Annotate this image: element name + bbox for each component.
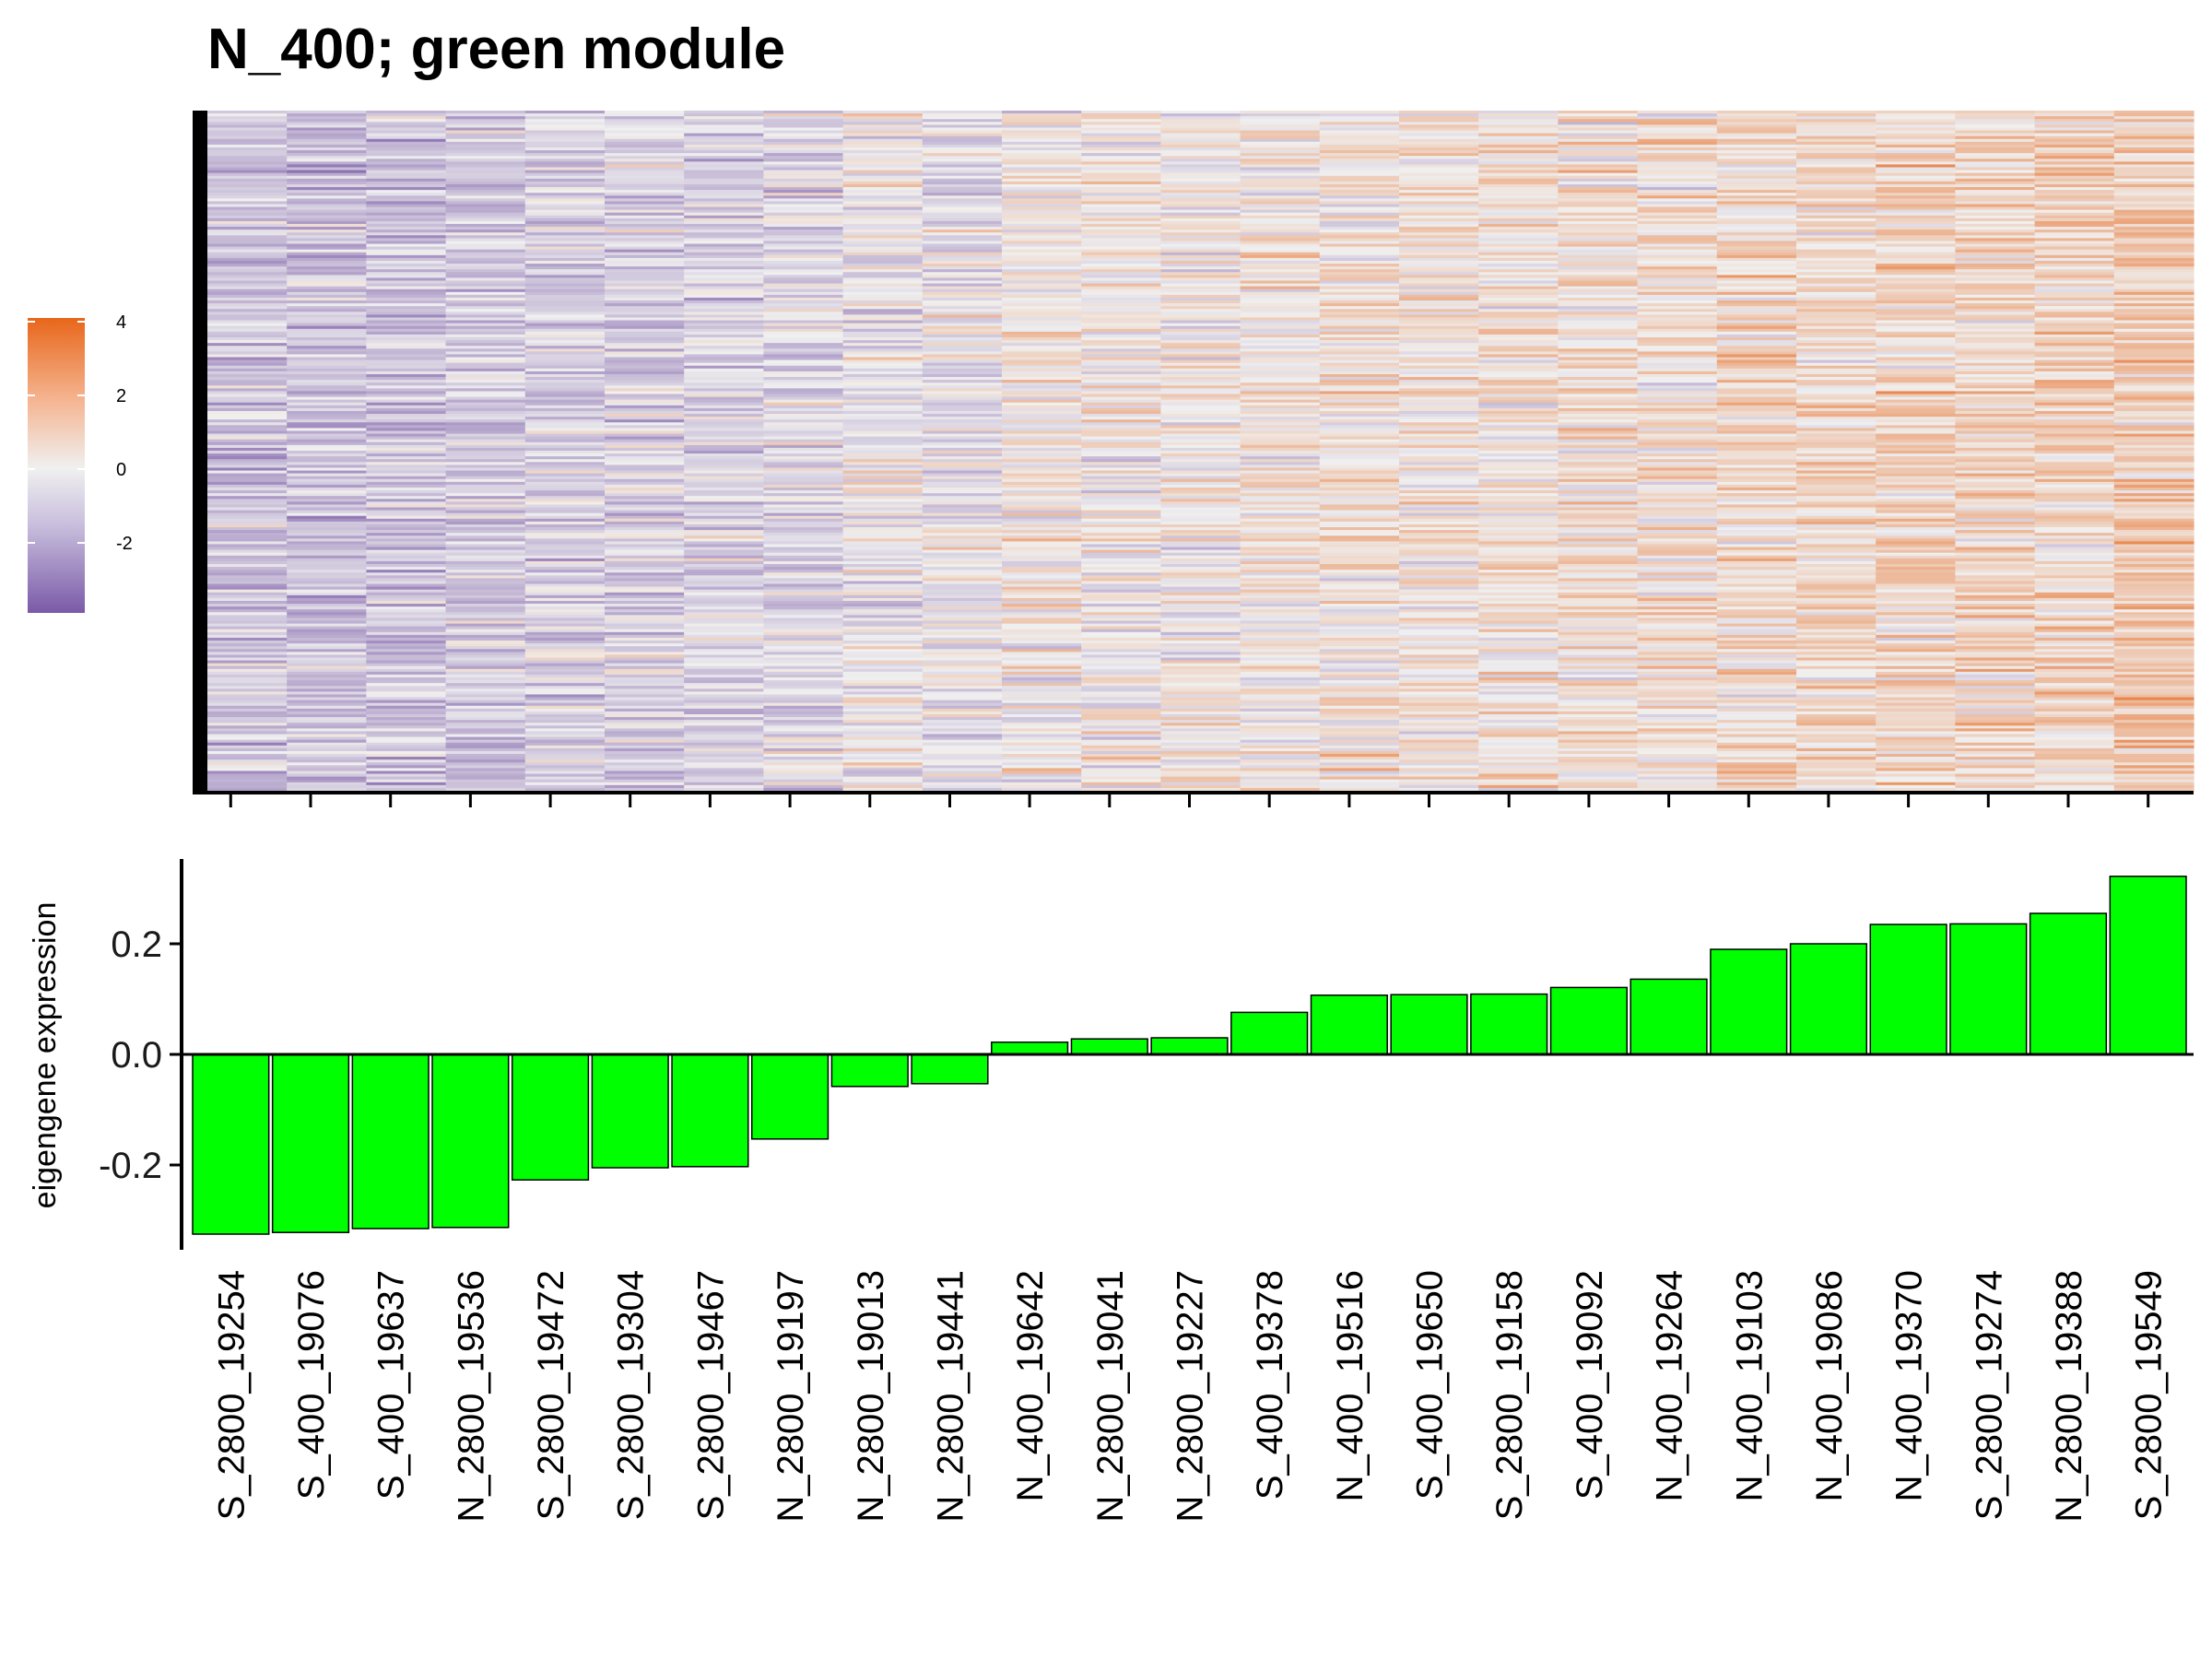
bar <box>352 1054 429 1229</box>
x-tick-label: N_2800_19388 <box>2049 1270 2089 1523</box>
bar-y-ticks: 0.2 0.0 -0.2 <box>99 924 182 1186</box>
y-tick-label: 0.2 <box>111 924 162 965</box>
x-tick-label: S_400_19076 <box>291 1270 332 1500</box>
bar <box>912 1054 988 1084</box>
heatmap-left-bar <box>193 111 207 794</box>
heatmap-column <box>763 111 843 792</box>
y-axis-label: eigengene expression <box>28 902 63 1209</box>
x-tick-label: S_400_19637 <box>371 1270 412 1500</box>
heatmap-column <box>1081 111 1161 792</box>
heatmap-column <box>1955 111 2035 792</box>
bar <box>1711 949 1787 1054</box>
bar <box>512 1054 589 1180</box>
legend-tick-label: 4 <box>116 312 126 333</box>
bar <box>2030 913 2107 1054</box>
legend-tick-label: 0 <box>116 460 126 480</box>
heatmap-column <box>1796 111 1877 792</box>
heatmap-column <box>1478 111 1559 792</box>
x-tick-label: S_2800_19274 <box>1969 1270 2009 1520</box>
bar <box>1791 944 1867 1054</box>
x-tick-label: N_2800_19227 <box>1171 1270 1211 1523</box>
heatmap-column <box>366 111 446 792</box>
bar <box>2110 877 2186 1054</box>
x-tick-label: N_400_19370 <box>1889 1270 1930 1501</box>
heatmap-column <box>1002 111 1082 792</box>
x-tick-label: N_400_19264 <box>1650 1270 1690 1501</box>
heatmap-column <box>923 111 1003 792</box>
bar <box>1151 1038 1228 1054</box>
x-tick-label: N_400_19103 <box>1729 1270 1770 1501</box>
x-tick-label: S_2800_19549 <box>2129 1270 2170 1520</box>
x-tick-label: S_400_19650 <box>1410 1270 1451 1500</box>
bar <box>1391 994 1467 1054</box>
x-tick-label: N_2800_19197 <box>771 1270 811 1523</box>
x-tick-label: S_2800_19304 <box>611 1270 652 1520</box>
color-legend: 4 2 0 -2 <box>28 312 133 613</box>
bar <box>992 1042 1068 1054</box>
heatmap-column <box>684 111 764 792</box>
heatmap-column <box>843 111 924 792</box>
x-tick-label: N_2800_19536 <box>451 1270 491 1523</box>
legend-tick-label: -2 <box>116 534 133 554</box>
bar <box>831 1054 908 1087</box>
heatmap-column <box>446 111 526 792</box>
heatmap-column <box>605 111 685 792</box>
heatmap-column <box>1717 111 1797 792</box>
bar-x-labels: S_2800_19254 S_400_19076 S_400_19637 N_2800… <box>211 1270 2169 1523</box>
bar <box>432 1054 509 1228</box>
x-tick-label: N_2800_19041 <box>1090 1270 1131 1523</box>
bar <box>1630 979 1707 1054</box>
x-tick-label: S_2800_19254 <box>211 1270 252 1520</box>
heatmap-column <box>207 111 288 792</box>
bar <box>592 1054 668 1168</box>
y-tick-label: -0.2 <box>99 1146 162 1186</box>
x-tick-label: S_400_19092 <box>1570 1270 1610 1500</box>
heatmap-column <box>1160 111 1241 792</box>
heatmap-column <box>1558 111 1638 792</box>
heatmap <box>207 111 2194 792</box>
heatmap-column <box>2035 111 2115 792</box>
heatmap-column <box>1876 111 1956 792</box>
x-tick-label: S_2800_19467 <box>690 1270 731 1520</box>
chart-title: N_400; green module <box>207 18 785 81</box>
bar <box>1950 924 2027 1054</box>
x-tick-label: S_2800_19158 <box>1489 1270 1530 1520</box>
heatmap-column <box>1320 111 1400 792</box>
legend-tick-label: 2 <box>116 386 126 406</box>
bar <box>1870 924 1947 1054</box>
heatmap-column <box>1638 111 1718 792</box>
heatmap-column <box>1241 111 1321 792</box>
heatmap-column <box>525 111 606 792</box>
y-tick-label: 0.0 <box>111 1035 162 1076</box>
x-tick-label: N_400_19516 <box>1330 1270 1371 1501</box>
bar <box>193 1054 269 1234</box>
heatmap-column <box>287 111 367 792</box>
bar <box>1071 1039 1147 1054</box>
bar <box>1231 1012 1308 1054</box>
x-tick-label: S_400_19378 <box>1250 1270 1290 1500</box>
bar <box>273 1054 349 1232</box>
bar <box>672 1054 748 1167</box>
x-tick-label: S_2800_19472 <box>531 1270 571 1520</box>
bar <box>1471 994 1547 1054</box>
x-tick-label: N_2800_19441 <box>931 1270 971 1523</box>
bar <box>752 1054 829 1139</box>
heatmap-ticks <box>230 794 2147 807</box>
color-legend-bar <box>28 318 85 613</box>
x-tick-label: N_400_19086 <box>1809 1270 1850 1501</box>
heatmap-column <box>1399 111 1479 792</box>
x-tick-label: N_2800_19013 <box>851 1270 891 1523</box>
x-tick-label: N_400_19642 <box>1010 1270 1051 1501</box>
bar <box>1551 987 1628 1054</box>
heatmap-column <box>2114 111 2194 792</box>
bar <box>1312 995 1388 1054</box>
